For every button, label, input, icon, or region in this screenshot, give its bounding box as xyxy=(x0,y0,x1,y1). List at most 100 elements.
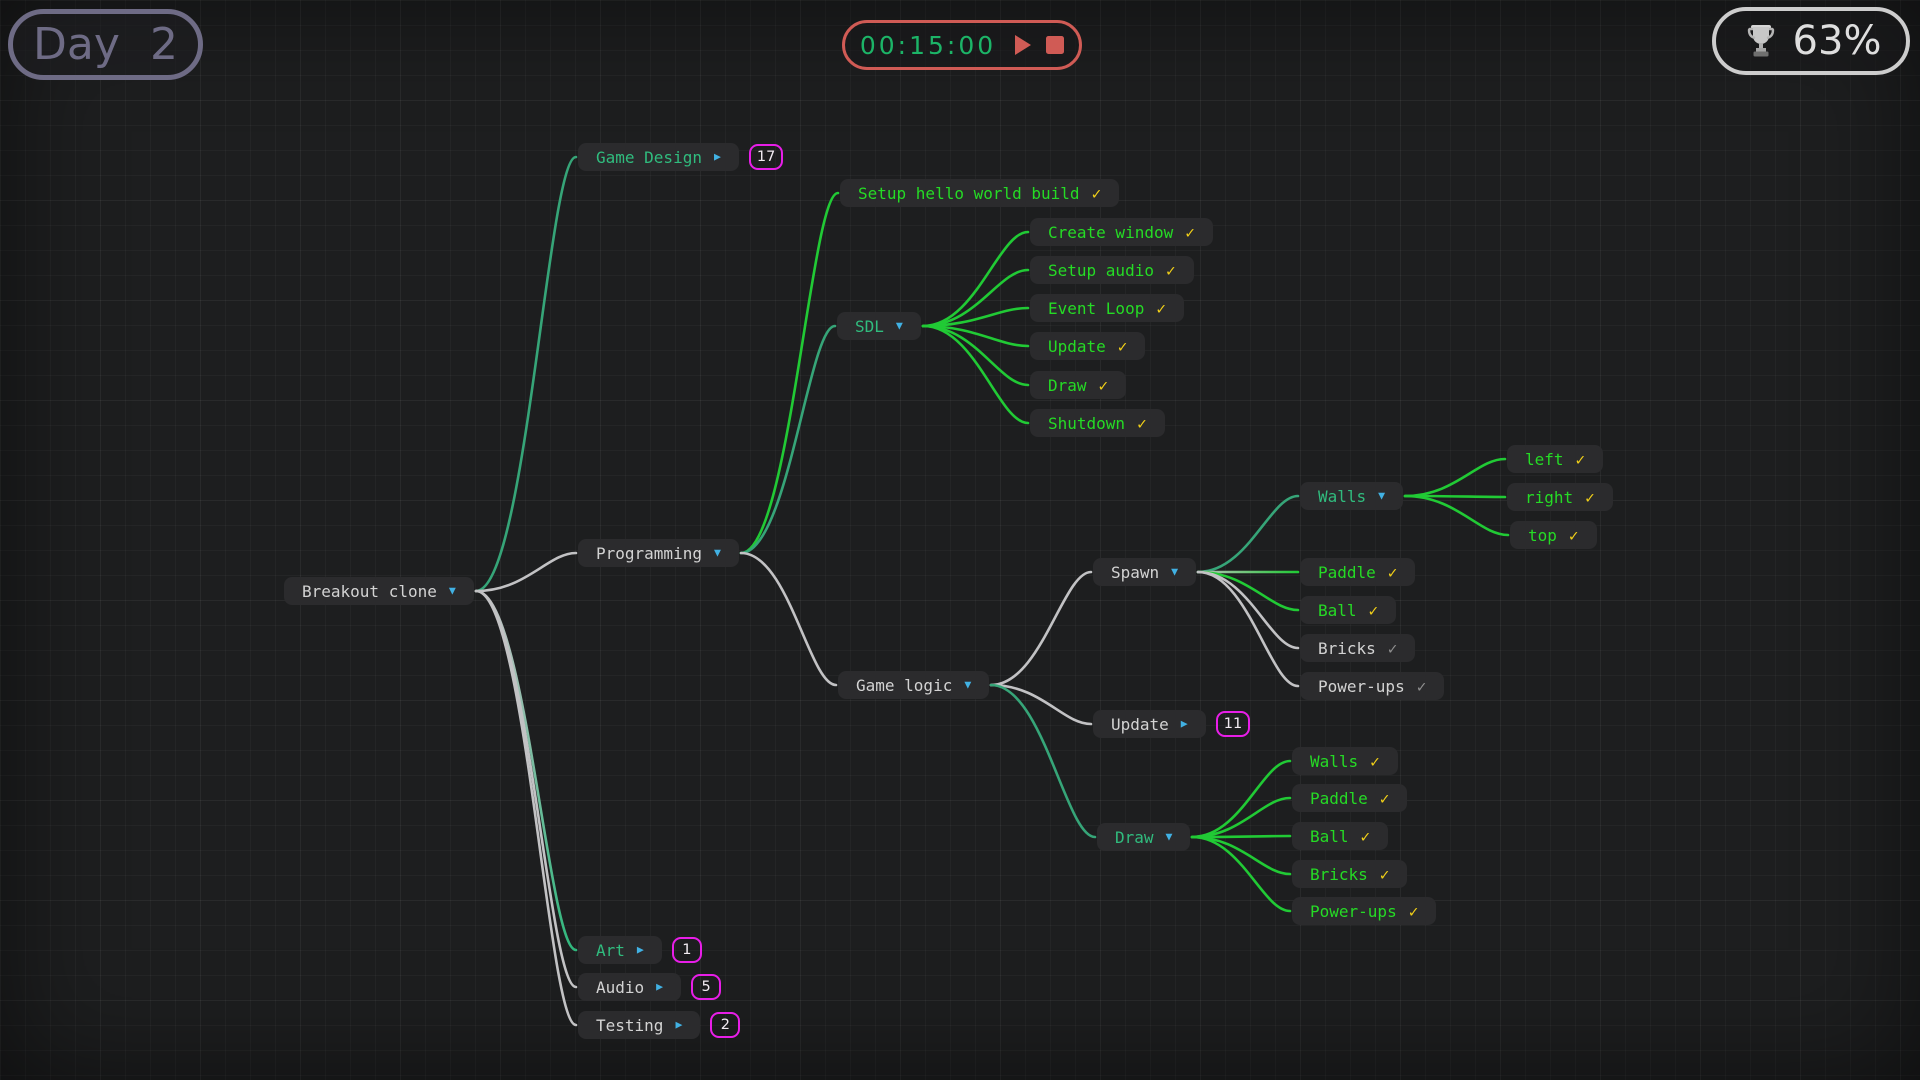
tree-node-testing[interactable]: Testing ▶ 2 xyxy=(578,1011,741,1039)
collapse-icon[interactable]: ▼ xyxy=(1378,491,1386,502)
tree-node-powerups[interactable]: Power-ups ✓ xyxy=(1300,672,1445,700)
tree-node-sdl[interactable]: SDL ▼ xyxy=(837,312,921,340)
node-pill[interactable]: Ball ✓ xyxy=(1292,822,1389,850)
tree-node-d_paddle[interactable]: Paddle ✓ xyxy=(1292,784,1408,812)
tree-node-root[interactable]: Breakout clone ▼ xyxy=(284,577,474,605)
check-icon: ✓ xyxy=(1137,413,1147,433)
edge-root-art xyxy=(474,589,578,952)
node-pill[interactable]: Shutdown ✓ xyxy=(1030,409,1165,437)
count-badge[interactable]: 17 xyxy=(748,144,784,170)
node-pill[interactable]: right ✓ xyxy=(1507,483,1613,511)
node-pill[interactable]: Programming ▼ xyxy=(578,539,739,567)
edge-programming-game_logic xyxy=(739,551,838,687)
node-pill[interactable]: Power-ups ✓ xyxy=(1300,672,1445,700)
tree-node-game_design[interactable]: Game Design ▶ 17 xyxy=(578,143,784,171)
node-pill[interactable]: Create window ✓ xyxy=(1030,218,1213,246)
node-label: Bricks xyxy=(1310,864,1368,884)
node-pill[interactable]: Audio ▶ xyxy=(578,973,682,1001)
edge-game_logic-spawn xyxy=(989,570,1093,687)
node-pill[interactable]: Draw ▼ xyxy=(1097,823,1191,851)
node-label: Create window xyxy=(1048,222,1174,242)
node-pill[interactable]: Art ▶ xyxy=(578,936,662,964)
timer-widget: 00:15:00 xyxy=(842,20,1082,70)
tree-node-event_loop[interactable]: Event Loop ✓ xyxy=(1030,294,1184,322)
node-pill[interactable]: Setup hello world build ✓ xyxy=(840,179,1120,207)
count-badge[interactable]: 11 xyxy=(1215,711,1251,737)
tree-node-ball[interactable]: Ball ✓ xyxy=(1300,596,1397,624)
tree-node-sdl_update[interactable]: Update ✓ xyxy=(1030,332,1146,360)
tree-node-walls[interactable]: Walls ▼ xyxy=(1300,482,1404,510)
edge-programming-sdl xyxy=(739,324,837,555)
edge-walls-left xyxy=(1403,457,1507,498)
tree-node-bricks[interactable]: Bricks ✓ xyxy=(1300,634,1416,662)
node-pill[interactable]: SDL ▼ xyxy=(837,312,921,340)
node-pill[interactable]: Bricks ✓ xyxy=(1300,634,1416,662)
tree-node-top[interactable]: top ✓ xyxy=(1510,521,1597,549)
node-pill[interactable]: Draw ✓ xyxy=(1030,371,1127,399)
tree-node-gl_update[interactable]: Update ▶ 11 xyxy=(1093,710,1251,738)
stop-icon[interactable] xyxy=(1046,36,1065,54)
node-pill[interactable]: Breakout clone ▼ xyxy=(284,577,474,605)
expand-icon[interactable]: ▶ xyxy=(675,1020,683,1031)
node-label: Update xyxy=(1111,714,1169,734)
collapse-icon[interactable]: ▼ xyxy=(448,586,456,597)
check-icon: ✓ xyxy=(1379,864,1390,884)
node-pill[interactable]: top ✓ xyxy=(1510,521,1597,549)
node-pill[interactable]: Spawn ▼ xyxy=(1093,558,1197,586)
collapse-icon[interactable]: ▼ xyxy=(713,548,721,559)
collapse-icon[interactable]: ▼ xyxy=(1165,832,1173,843)
node-label: Game Design xyxy=(596,147,702,167)
node-pill[interactable]: Game logic ▼ xyxy=(838,671,990,699)
check-icon: ✓ xyxy=(1368,600,1379,620)
edge-spawn-powerups xyxy=(1196,570,1300,688)
node-pill[interactable]: Game Design ▶ xyxy=(578,143,739,171)
tree-node-right[interactable]: right ✓ xyxy=(1507,483,1613,511)
expand-icon[interactable]: ▶ xyxy=(713,152,721,163)
node-pill[interactable]: Walls ✓ xyxy=(1292,747,1398,775)
count-badge[interactable]: 2 xyxy=(710,1012,741,1038)
node-pill[interactable]: Paddle ✓ xyxy=(1300,558,1416,586)
tree-node-shutdown[interactable]: Shutdown ✓ xyxy=(1030,409,1165,437)
tree-node-d_walls[interactable]: Walls ✓ xyxy=(1292,747,1398,775)
node-pill[interactable]: Update ▶ xyxy=(1093,710,1206,738)
node-pill[interactable]: Ball ✓ xyxy=(1300,596,1397,624)
node-pill[interactable]: Event Loop ✓ xyxy=(1030,294,1184,322)
node-pill[interactable]: Bricks ✓ xyxy=(1292,860,1408,888)
node-pill[interactable]: Power-ups ✓ xyxy=(1292,897,1437,925)
tree-node-setup_hello[interactable]: Setup hello world build ✓ xyxy=(840,179,1120,207)
play-icon[interactable] xyxy=(1015,35,1032,55)
tree-node-d_powerups[interactable]: Power-ups ✓ xyxy=(1292,897,1437,925)
tree-node-create_window[interactable]: Create window ✓ xyxy=(1030,218,1213,246)
node-pill[interactable]: left ✓ xyxy=(1507,445,1604,473)
tree-node-setup_audio[interactable]: Setup audio ✓ xyxy=(1030,256,1194,284)
collapse-icon[interactable]: ▼ xyxy=(964,680,972,691)
tree-node-d_ball[interactable]: Ball ✓ xyxy=(1292,822,1389,850)
count-badge[interactable]: 1 xyxy=(671,937,702,963)
edge-game_logic-gl_update xyxy=(989,683,1093,726)
node-pill[interactable]: Setup audio ✓ xyxy=(1030,256,1194,284)
expand-icon[interactable]: ▶ xyxy=(656,982,664,993)
tree-node-game_logic[interactable]: Game logic ▼ xyxy=(838,671,990,699)
tree-node-gl_draw[interactable]: Draw ▼ xyxy=(1097,823,1191,851)
tree-node-art[interactable]: Art ▶ 1 xyxy=(578,936,702,964)
tree-node-paddle[interactable]: Paddle ✓ xyxy=(1300,558,1416,586)
node-pill[interactable]: Update ✓ xyxy=(1030,332,1146,360)
node-pill[interactable]: Testing ▶ xyxy=(578,1011,701,1039)
collapse-icon[interactable]: ▼ xyxy=(1171,567,1179,578)
tree-node-sdl_draw[interactable]: Draw ✓ xyxy=(1030,371,1127,399)
tree-node-audio[interactable]: Audio ▶ 5 xyxy=(578,973,722,1001)
tree-node-left[interactable]: left ✓ xyxy=(1507,445,1604,473)
node-label: Setup audio xyxy=(1048,260,1154,280)
expand-icon[interactable]: ▶ xyxy=(636,945,644,956)
progress-badge: 63% xyxy=(1712,7,1910,75)
collapse-icon[interactable]: ▼ xyxy=(895,321,903,332)
node-pill[interactable]: Paddle ✓ xyxy=(1292,784,1408,812)
tree-node-spawn[interactable]: Spawn ▼ xyxy=(1093,558,1197,586)
count-badge[interactable]: 5 xyxy=(691,974,722,1000)
node-label: Testing xyxy=(596,1015,664,1035)
tree-node-programming[interactable]: Programming ▼ xyxy=(578,539,739,567)
tree-node-d_bricks[interactable]: Bricks ✓ xyxy=(1292,860,1408,888)
expand-icon[interactable]: ▶ xyxy=(1180,719,1188,730)
node-pill[interactable]: Walls ▼ xyxy=(1300,482,1404,510)
